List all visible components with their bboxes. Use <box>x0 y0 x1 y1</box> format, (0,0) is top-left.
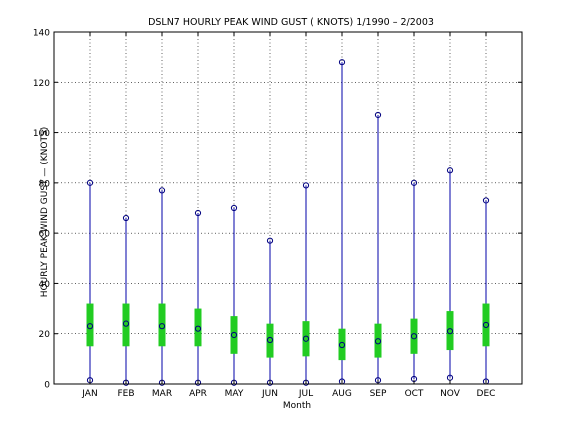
max-marker <box>230 204 238 212</box>
max-marker <box>122 214 130 222</box>
max-marker <box>482 197 490 204</box>
median-marker <box>302 335 310 342</box>
y-tick-label: 100 <box>33 129 50 139</box>
iqr-box <box>482 303 490 347</box>
y-tick-label: 120 <box>33 79 50 89</box>
x-axis-label: Month <box>283 401 311 411</box>
max-marker <box>338 59 346 66</box>
iqr-box <box>122 303 130 347</box>
iqr-box <box>158 303 166 347</box>
y-tick-label: 40 <box>39 280 51 290</box>
x-tick-label: SEP <box>370 389 387 399</box>
iqr-box <box>338 328 346 361</box>
max-marker <box>86 179 94 186</box>
x-tick-label: FEB <box>117 389 134 399</box>
median-marker <box>158 323 166 330</box>
median-marker <box>482 321 490 329</box>
x-tick-label: APR <box>189 389 207 399</box>
median-marker <box>122 320 130 327</box>
max-marker <box>410 179 418 186</box>
x-tick-label: NOV <box>440 389 461 399</box>
iqr-box <box>374 323 382 358</box>
iqr-box <box>410 318 418 354</box>
iqr-box <box>446 311 454 351</box>
x-tick-label: DEC <box>477 389 496 399</box>
median-marker <box>374 338 382 345</box>
iqr-box <box>230 316 238 354</box>
y-tick-label: 60 <box>39 230 51 240</box>
x-tick-label: MAY <box>225 389 244 399</box>
axes-frame <box>53 31 523 385</box>
iqr-box <box>302 321 310 357</box>
x-tick-label: JUL <box>298 389 313 399</box>
x-tick-label: MAR <box>152 389 172 399</box>
max-marker <box>266 237 274 244</box>
max-marker <box>194 209 202 217</box>
iqr-box <box>86 303 94 347</box>
iqr-box <box>194 308 202 347</box>
x-tick-label: OCT <box>405 389 424 399</box>
median-marker <box>410 333 418 340</box>
max-marker <box>158 187 166 194</box>
y-tick-label: 140 <box>33 29 50 39</box>
iqr-box <box>266 323 274 358</box>
x-tick-label: AUG <box>332 389 352 399</box>
x-tick-label: JAN <box>81 389 97 399</box>
median-marker <box>446 328 454 335</box>
median-marker <box>194 325 202 332</box>
y-tick-label: 80 <box>39 179 51 189</box>
median-marker <box>86 323 94 330</box>
median-marker <box>266 336 274 344</box>
max-marker <box>446 167 454 174</box>
chart-title: DSLN7 HOURLY PEAK WIND GUST ( KNOTS) 1/1… <box>148 17 434 28</box>
max-marker <box>302 182 310 189</box>
x-tick-label: JUN <box>261 389 278 399</box>
median-marker <box>338 341 346 349</box>
max-marker <box>374 111 382 119</box>
plot-marks <box>86 59 490 386</box>
y-tick-label: 0 <box>44 381 50 391</box>
y-axis-label: HOURLY PEAK WIND GUST — (KNOTS) <box>40 127 50 297</box>
y-tick-label: 20 <box>39 330 51 340</box>
axis-ticks: 0 20 40 60 80 100 120 140 JAN FEB MAR APR MAY JUN JUL A… <box>33 29 522 399</box>
median-marker <box>230 331 238 339</box>
